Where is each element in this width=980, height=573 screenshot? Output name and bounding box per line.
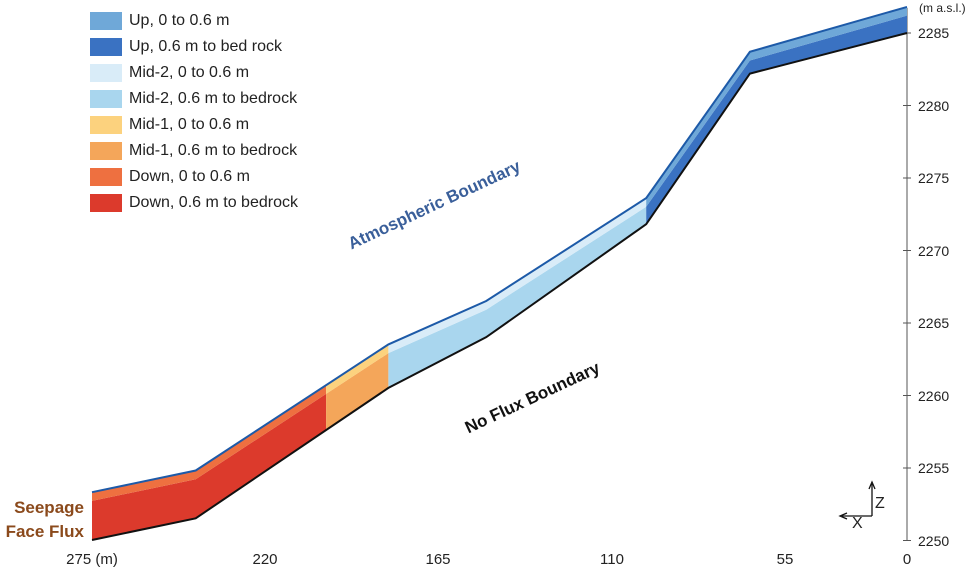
y-tick-label: 2270 xyxy=(918,242,950,259)
zone-up-deep-layer xyxy=(646,15,907,225)
legend-label: Mid-1, 0 to 0.6 m xyxy=(129,116,250,133)
legend-label: Mid-2, 0 to 0.6 m xyxy=(129,64,250,81)
legend-swatch xyxy=(90,142,122,160)
y-tick-label: 2265 xyxy=(918,315,950,331)
legend-swatch xyxy=(90,12,122,30)
seepage-label-line1: Seepage xyxy=(14,498,84,517)
legend-swatch xyxy=(90,168,122,186)
z-axis-label: Z xyxy=(875,495,885,512)
x-tick-label: 220 xyxy=(252,551,278,568)
x-tick-label: 110 xyxy=(600,551,624,568)
legend-swatch xyxy=(90,116,122,134)
legend-item: Down, 0 to 0.6 m xyxy=(90,164,298,190)
legend-item: Down, 0.6 m to bedrock xyxy=(90,190,298,216)
zone-down-deep-layer xyxy=(92,393,327,540)
legend-item: Mid-1, 0.6 m to bedrock xyxy=(90,138,298,164)
zone-mid-2-top-layer xyxy=(388,198,647,354)
legend-item: Mid-2, 0.6 m to bedrock xyxy=(90,86,298,112)
ground-surface-line xyxy=(91,5,908,494)
y-axis-unit: (m a.s.l.) xyxy=(919,1,966,15)
seepage-face-flux-label: Seepage Face Flux xyxy=(2,496,84,544)
y-tick-label: 2250 xyxy=(918,532,950,549)
zone-up-top-layer xyxy=(646,6,907,207)
legend-swatch xyxy=(90,90,122,108)
legend-item: Mid-1, 0 to 0.6 m xyxy=(90,112,298,138)
legend-label: Down, 0 to 0.6 m xyxy=(129,168,250,185)
zone-mid-1-deep-layer xyxy=(326,353,389,430)
legend-swatch xyxy=(90,38,122,56)
legend-label: Up, 0 to 0.6 m xyxy=(129,12,230,29)
y-tick-label: 2280 xyxy=(918,97,950,114)
x-axis-label: X xyxy=(852,515,863,532)
y-tick-label: 2275 xyxy=(918,170,950,186)
legend-item: Mid-2, 0 to 0.6 m xyxy=(90,60,298,86)
seepage-label-line2: Face Flux xyxy=(5,522,84,541)
legend-label: Down, 0.6 m to bedrock xyxy=(129,194,298,211)
x-tick-label: 165 xyxy=(425,551,451,568)
bedrock-boundary-line xyxy=(91,32,908,541)
x-tick-label: 275 (m) xyxy=(66,551,118,568)
legend-label: Mid-1, 0.6 m to bedrock xyxy=(129,142,298,159)
y-tick-label: 2260 xyxy=(918,387,950,404)
legend-swatch xyxy=(90,64,122,82)
legend-label: Up, 0.6 m to bed rock xyxy=(129,38,282,55)
legend-swatch xyxy=(90,194,122,212)
zone-mid-2-deep-layer xyxy=(388,206,647,388)
x-tick-label: 0 xyxy=(902,551,912,568)
zone-mid-1-top-layer xyxy=(326,344,389,394)
x-tick-label: 55 xyxy=(776,551,794,568)
legend-label: Mid-2, 0.6 m to bedrock xyxy=(129,90,298,107)
legend-item: Up, 0 to 0.6 m xyxy=(90,8,298,34)
legend: Up, 0 to 0.6 m Up, 0.6 m to bed rock Mid-2… xyxy=(90,8,298,216)
y-tick-label: 2285 xyxy=(918,25,950,41)
axis-orientation-icon xyxy=(838,480,876,520)
legend-item: Up, 0.6 m to bed rock xyxy=(90,34,298,60)
zone-down-top-layer xyxy=(92,385,327,501)
y-tick-label: 2255 xyxy=(918,460,950,476)
